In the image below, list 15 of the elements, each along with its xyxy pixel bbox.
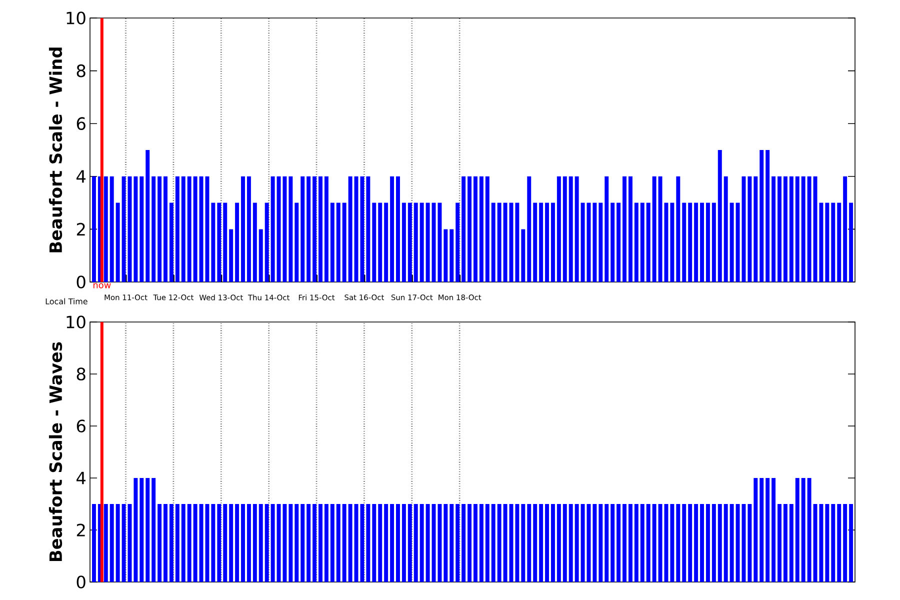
y-axis-title: Beaufort Scale - Waves xyxy=(48,342,62,561)
y-tick-label: 4 xyxy=(76,472,86,484)
y-tick-label: 8 xyxy=(76,64,86,78)
y-tick-label: 6 xyxy=(76,117,86,130)
y-tick-label: 6 xyxy=(76,420,86,432)
y-tick-label: 2 xyxy=(76,222,85,236)
y-tick-label: 10 xyxy=(66,12,86,24)
ref-line-label: now xyxy=(93,283,111,288)
y-axis-title: Beaufort Scale - Wind xyxy=(48,48,62,252)
y-tick-label: 2 xyxy=(76,524,85,536)
y-tick-label: 4 xyxy=(76,170,86,183)
y-tick-label: 8 xyxy=(76,368,86,380)
y-tick-label: 0 xyxy=(76,276,86,288)
y-tick-label: 10 xyxy=(66,316,86,328)
y-tick-label: 0 xyxy=(76,576,86,588)
